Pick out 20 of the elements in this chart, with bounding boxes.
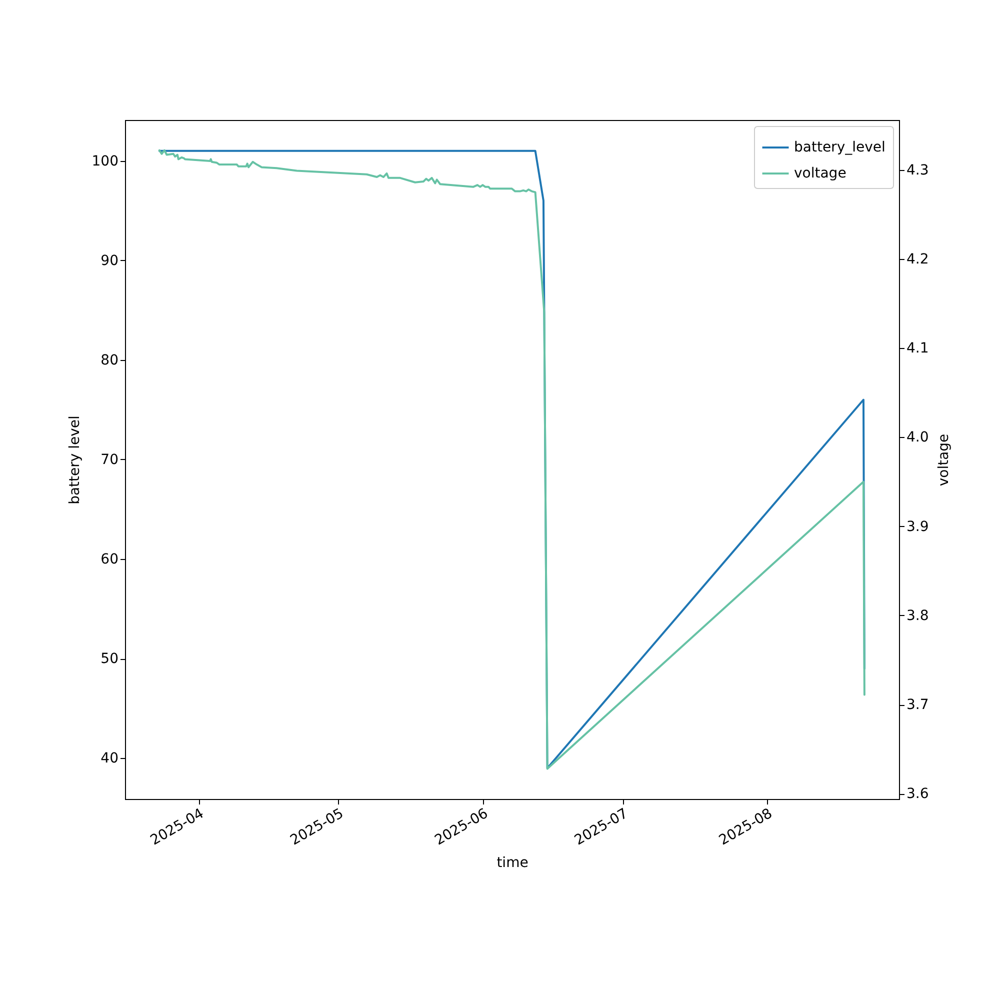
y-axis-title: battery level xyxy=(66,416,83,504)
y2-tick-label: 3.8 xyxy=(906,608,929,624)
y-tick-label: 40 xyxy=(100,750,118,767)
y2-tick-label: 4.2 xyxy=(906,252,929,268)
y-tick-label: 90 xyxy=(100,252,118,269)
y2-tick-label: 3.7 xyxy=(906,697,929,714)
y2-axis-title: voltage xyxy=(936,434,952,486)
y-tick-label: 100 xyxy=(92,153,118,170)
y-tick-label: 70 xyxy=(100,452,118,468)
y2-tick-label: 3.9 xyxy=(906,518,929,535)
y-tick-label: 80 xyxy=(100,352,118,368)
legend-label: voltage xyxy=(794,166,846,182)
y-tick-label: 50 xyxy=(100,651,118,668)
y2-tick-label: 4.1 xyxy=(906,340,929,357)
x-axis-title: time xyxy=(496,854,528,871)
y2-tick-label: 4.3 xyxy=(906,162,929,178)
y-tick-label: 60 xyxy=(100,552,118,568)
y2-tick-label: 4.0 xyxy=(906,430,929,446)
legend-label: battery_level xyxy=(794,140,886,156)
y2-tick-label: 3.6 xyxy=(906,786,929,802)
